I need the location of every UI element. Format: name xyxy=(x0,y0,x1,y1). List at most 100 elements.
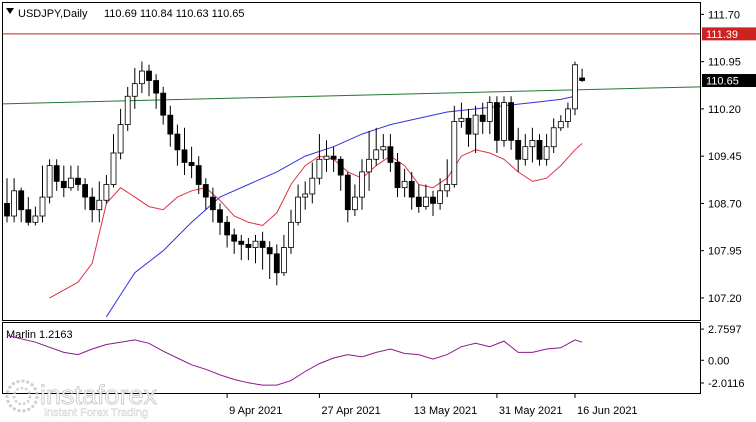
candle-body xyxy=(224,221,231,236)
candle-body xyxy=(572,64,578,110)
candle-body xyxy=(39,196,46,217)
candle-body xyxy=(160,92,167,116)
candle-body xyxy=(316,158,323,179)
date-tick-label: 31 May 2021 xyxy=(499,405,563,417)
candle-body xyxy=(53,165,60,182)
candle-body xyxy=(68,177,74,189)
candle-body xyxy=(472,114,479,135)
candle-body xyxy=(18,190,25,211)
indicator-tick-label: 0.00 xyxy=(708,355,729,367)
candle-body xyxy=(366,158,373,173)
candle-body xyxy=(515,139,522,160)
current-price-label: 110.65 xyxy=(706,76,739,88)
price-tick-label: 110.95 xyxy=(708,57,741,69)
candle-body xyxy=(131,83,138,97)
candle-body xyxy=(302,193,309,198)
price-tick-label: 108.70 xyxy=(708,198,742,210)
resistance-price-label: 111.39 xyxy=(706,29,738,41)
candle-body xyxy=(408,180,415,198)
candle-body xyxy=(330,155,337,160)
candle-body xyxy=(479,114,486,122)
green-trend-line xyxy=(2,86,701,105)
candle-body xyxy=(252,240,259,248)
price-axis: 111.70 110.95 110.20 109.45 108.70 107.95 107.… xyxy=(700,9,742,305)
current-price-tag xyxy=(702,74,756,88)
candle-body xyxy=(543,146,550,160)
candle-body xyxy=(181,149,188,163)
candle-body xyxy=(550,127,557,148)
candle-body xyxy=(430,196,436,204)
candle-body xyxy=(245,243,252,248)
candle-body xyxy=(188,162,195,166)
candle-body xyxy=(337,158,344,176)
candle-body xyxy=(536,139,543,160)
candle-body xyxy=(103,184,110,201)
candle-body xyxy=(323,155,330,160)
candle-body xyxy=(174,133,181,151)
main-pane xyxy=(2,2,701,321)
candle-body xyxy=(451,121,458,185)
candle-body xyxy=(82,184,88,198)
watermark-brand: instaforex xyxy=(40,380,158,410)
candle-body xyxy=(25,209,32,223)
date-tick-label: 13 May 2021 xyxy=(414,405,478,417)
candle-body xyxy=(259,240,266,248)
candle-body xyxy=(110,152,117,185)
candle-body xyxy=(217,209,223,223)
candle-body xyxy=(309,177,316,195)
candle-body xyxy=(486,102,493,122)
indicator-tick-label: -2.0116 xyxy=(708,378,745,390)
candle-body xyxy=(209,196,216,211)
indicator-axis: 2.7597 0.00 -2.0116 xyxy=(700,324,745,390)
candle-body xyxy=(359,171,365,198)
candle-body xyxy=(529,139,536,148)
price-tick-label: 107.95 xyxy=(708,246,742,258)
candle-body xyxy=(401,180,408,189)
candle-body xyxy=(146,70,152,81)
candle-body xyxy=(266,247,273,255)
candle-body xyxy=(458,117,465,122)
marlin-oscillator-line xyxy=(6,334,583,386)
price-tick-label: 110.20 xyxy=(708,104,741,116)
symbol-label: USDJPY,Daily xyxy=(18,8,88,20)
indicator-label: Marlin 1.2163 xyxy=(6,329,73,341)
candle-body xyxy=(195,165,202,185)
candle-body xyxy=(124,95,131,126)
price-tick-label: 111.70 xyxy=(708,9,740,21)
ohlc-values: 110.69 110.84 110.63 110.65 xyxy=(104,8,244,20)
candle-body xyxy=(153,80,160,94)
indicator-pane xyxy=(2,322,701,394)
candle-body xyxy=(493,102,500,141)
collapse-arrow-icon[interactable] xyxy=(6,8,14,14)
candle-body xyxy=(4,203,10,217)
candle-body xyxy=(96,199,103,211)
candle-body xyxy=(422,196,429,207)
candle-body xyxy=(11,190,18,217)
candle-body xyxy=(501,102,507,141)
candle-body xyxy=(46,165,53,198)
candle-body xyxy=(522,146,529,160)
candle-body xyxy=(579,77,585,81)
candle-body xyxy=(387,146,394,163)
candle-body xyxy=(565,108,571,122)
date-tick-label: 27 Apr 2021 xyxy=(321,405,380,417)
candle-body xyxy=(167,114,174,135)
date-tick-label: 16 Jun 2021 xyxy=(577,405,638,417)
candle-body xyxy=(465,117,472,135)
candle-body xyxy=(60,180,67,189)
candle-body xyxy=(373,149,380,160)
candle-body xyxy=(288,221,294,248)
candle-body xyxy=(351,196,358,211)
indicator-tick-label: 2.7597 xyxy=(708,324,742,336)
candle-body xyxy=(89,196,96,211)
candle-body xyxy=(75,177,81,185)
candle-body xyxy=(557,121,564,129)
candle-body xyxy=(380,146,387,151)
price-tick-label: 109.45 xyxy=(708,151,742,163)
candle-body xyxy=(394,162,401,189)
instaforex-logo-icon xyxy=(5,379,39,413)
candle-body xyxy=(437,190,444,204)
resistance-price-tag xyxy=(702,27,756,41)
candle-body xyxy=(444,184,451,192)
